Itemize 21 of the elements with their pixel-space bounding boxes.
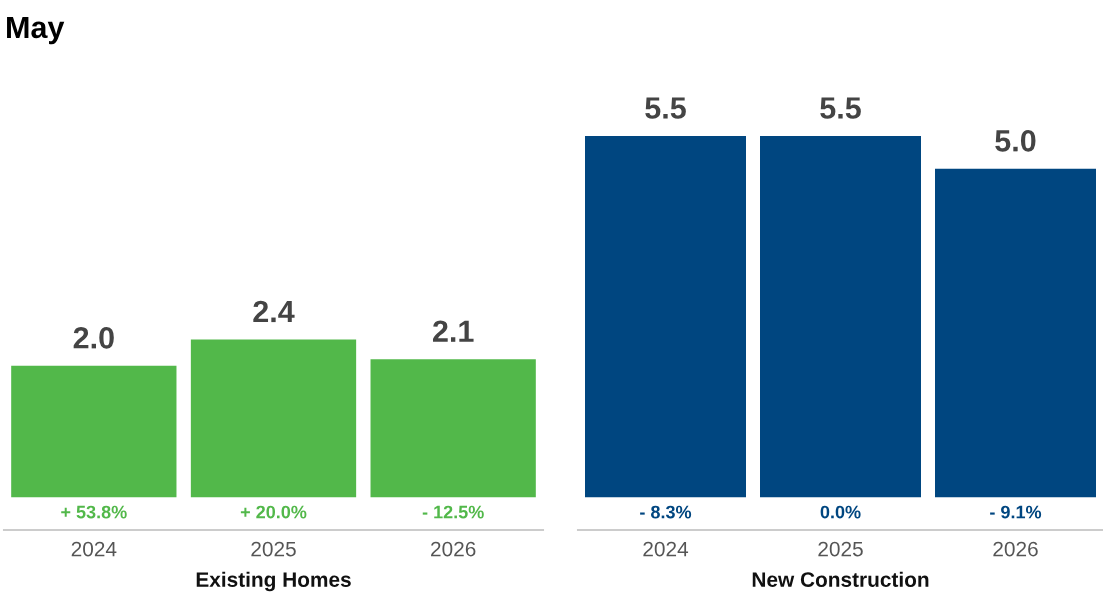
x-tick-label: 2026 [993,541,1038,557]
x-tick-label: 2025 [818,541,863,557]
data-label: 5.5 [820,97,861,119]
x-tick-label: 2026 [431,541,476,557]
text: - 8.3% [640,505,692,519]
data-label: 2.1 [432,320,474,342]
text: + 20.0% [240,505,307,519]
x-tick-label: 2025 [251,541,296,557]
data-label: 2.0 [73,327,114,349]
x-tick-label: 2024 [71,541,117,557]
x-axis-title: New Construction [752,571,929,587]
data-label: 5.5 [645,97,686,119]
text: - 9.1% [990,505,1042,519]
text: + 53.8% [61,505,127,519]
x-axis-title: Existing Homes [196,571,351,592]
text: 0.0% [820,505,861,519]
x-tick-label: 2024 [643,541,689,557]
data-label: 2.4 [253,300,295,323]
text: - 12.5% [422,505,484,519]
chart-title: May [7,16,65,45]
data-label: 5.0 [995,130,1036,152]
